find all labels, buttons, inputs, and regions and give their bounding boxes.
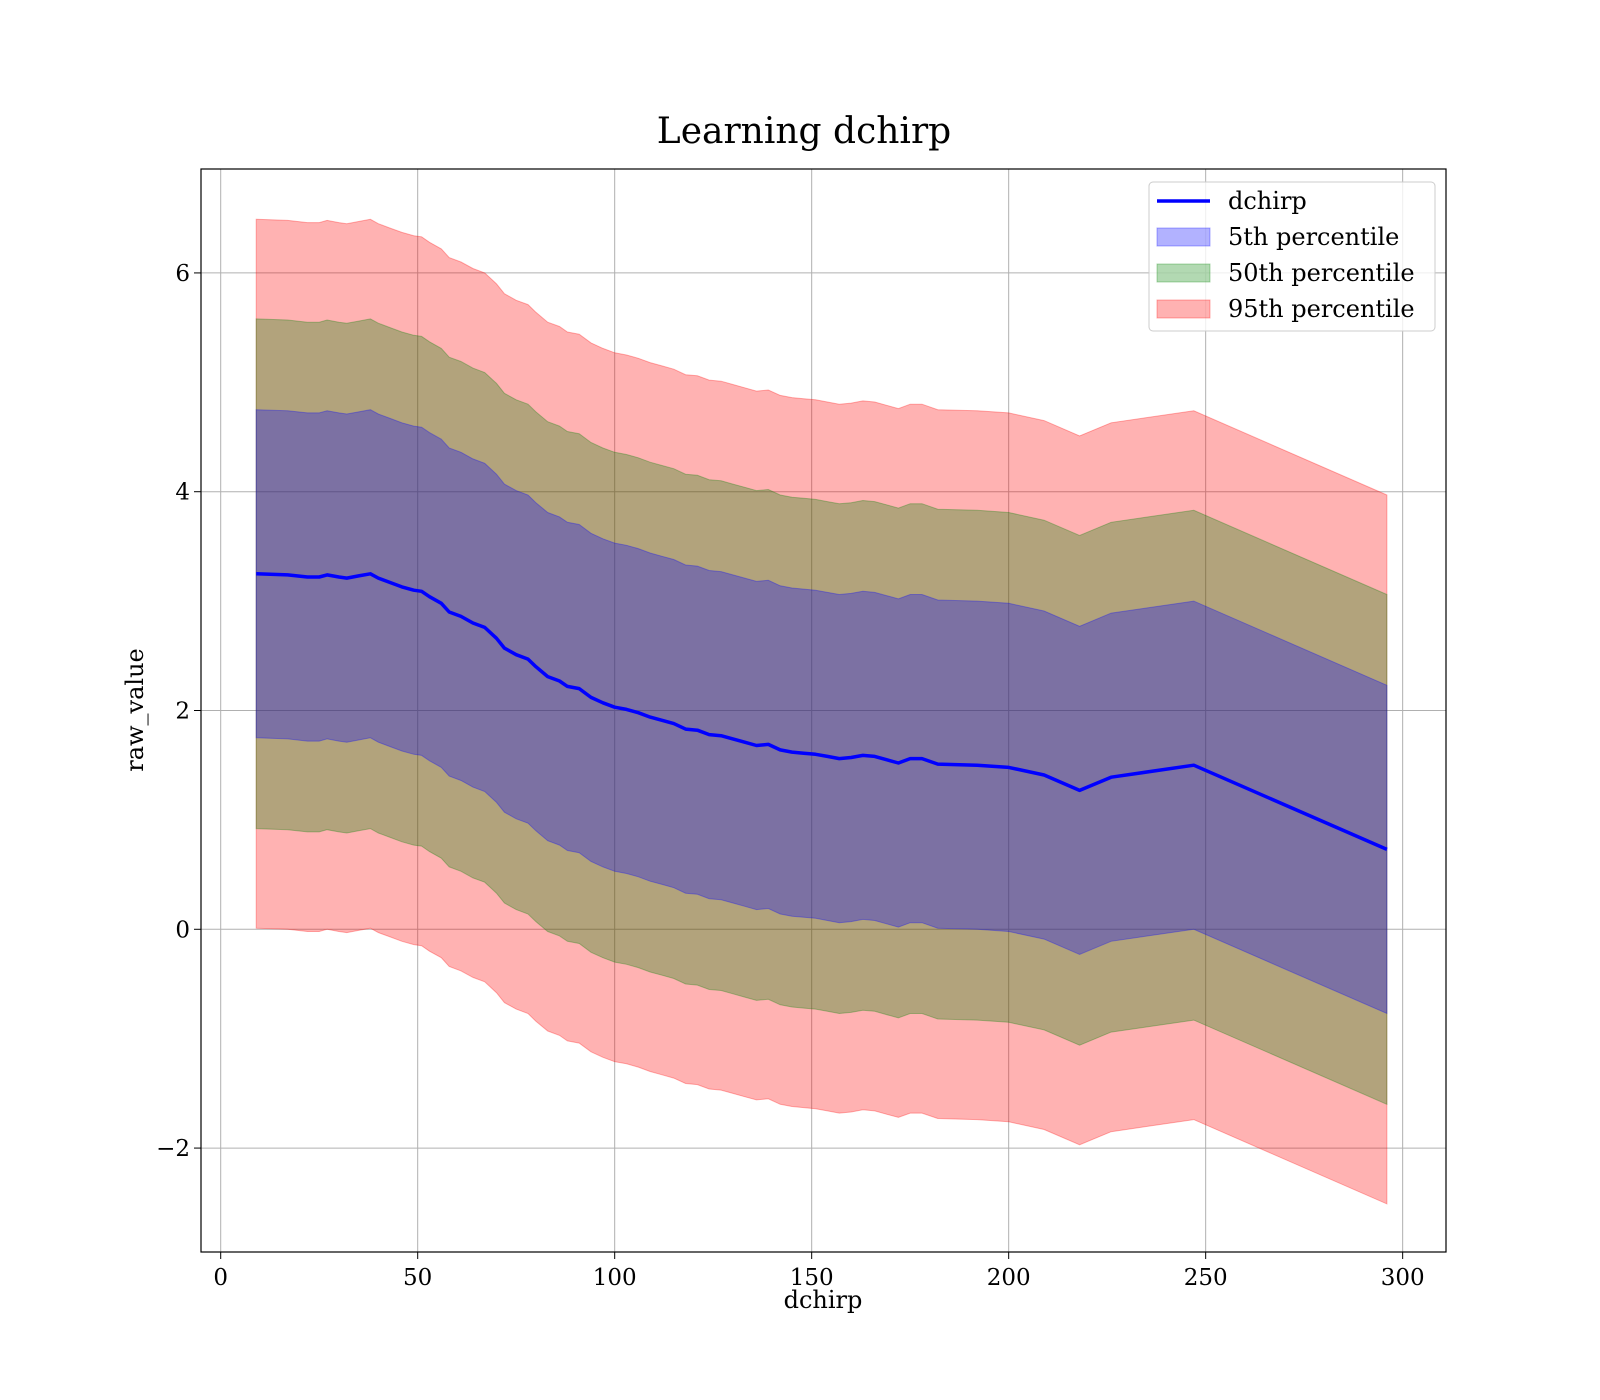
band-50th (255, 318, 1388, 1106)
x-tick-label-6: 300 (1381, 1265, 1425, 1291)
tick-layer: 0 50 100 150 200 250 300 −2 0 2 4 6 (156, 261, 1425, 1291)
legend: dchirp 5th percentile 50th percentile 95… (1148, 181, 1436, 332)
legend-label-5th: 5th percentile (1228, 223, 1399, 251)
legend-frame (1148, 181, 1436, 332)
band-95th (255, 218, 1388, 1205)
y-tick-label-0: −2 (156, 1136, 190, 1162)
band-5th (255, 409, 1388, 1015)
line-layer (256, 572, 1388, 852)
x-tick-label-1: 50 (403, 1265, 432, 1291)
series-line-dchirp (256, 572, 1388, 852)
grid-layer (201, 169, 1446, 1252)
x-tick-label-2: 100 (593, 1265, 637, 1291)
y-tick-label-1: 0 (175, 917, 190, 943)
x-tick-label-3: 150 (790, 1265, 834, 1291)
y-tick-label-2: 2 (175, 699, 190, 725)
legend-label-dchirp: dchirp (1228, 187, 1307, 215)
legend-label-50th: 50th percentile (1228, 259, 1415, 287)
legend-label-95th: 95th percentile (1228, 295, 1415, 323)
x-tick-label-5: 250 (1184, 1265, 1228, 1291)
x-axis-label: dchirp (784, 1286, 863, 1314)
x-tick-label-0: 0 (213, 1265, 228, 1291)
y-axis-label: raw_value (121, 648, 149, 772)
y-tick-label-3: 4 (175, 480, 190, 506)
chart-title: Learning dchirp (657, 111, 951, 152)
band-layer (255, 218, 1388, 1205)
legend-swatch-5th (1156, 227, 1211, 247)
y-tick-label-4: 6 (175, 261, 190, 287)
legend-swatch-95th (1156, 299, 1211, 319)
legend-swatch-50th (1156, 263, 1211, 283)
x-tick-label-4: 200 (987, 1265, 1031, 1291)
